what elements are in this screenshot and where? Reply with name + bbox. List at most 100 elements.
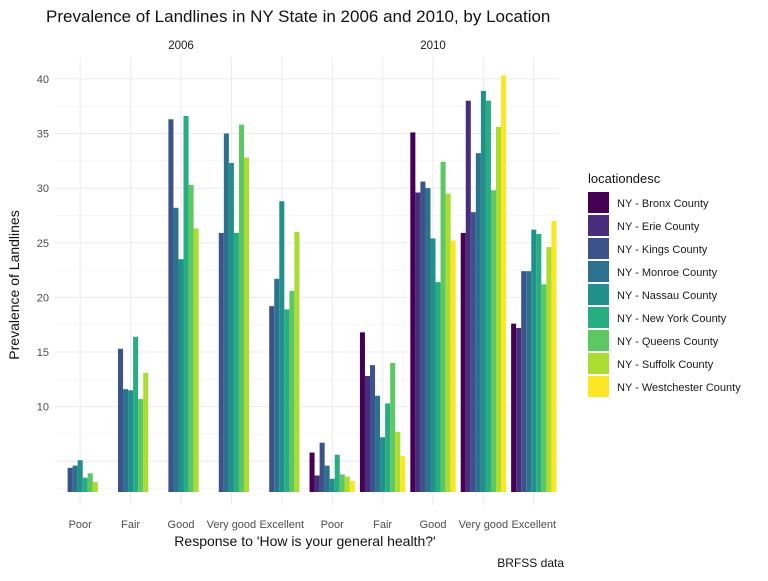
panel-strip-label: 2010 xyxy=(420,40,446,52)
chart-title: Prevalence of Landlines in NY State in 2… xyxy=(46,7,550,26)
bar xyxy=(128,390,134,492)
bar xyxy=(440,161,446,492)
panel-2006: 2006 Poor Fair Good Very good Excellent 10 15 20… xyxy=(37,40,307,531)
legend-swatch xyxy=(588,284,609,305)
bar xyxy=(324,465,330,492)
legend-swatch xyxy=(588,307,609,328)
bar xyxy=(501,75,507,492)
y-tick-label: 35 xyxy=(37,128,49,140)
bar xyxy=(67,467,73,492)
legend-item: NY - Westchester County xyxy=(588,376,741,397)
bar xyxy=(233,232,239,493)
bar xyxy=(359,332,365,492)
y-axis-label: Prevalence of Landlines xyxy=(6,210,22,359)
bar xyxy=(218,232,224,493)
bar xyxy=(375,395,381,492)
bar xyxy=(536,234,542,492)
bar xyxy=(92,482,98,492)
bar xyxy=(269,306,275,492)
legend-swatch xyxy=(588,215,609,236)
legend-swatch xyxy=(588,330,609,351)
bar xyxy=(526,271,532,492)
bar xyxy=(244,157,250,492)
bar xyxy=(284,309,290,492)
bar xyxy=(385,403,391,492)
bar xyxy=(279,201,285,493)
caption: BRFSS data xyxy=(497,556,564,570)
legend-item: NY - Nassau County xyxy=(588,284,718,305)
bar xyxy=(445,193,451,492)
x-tick-label: Very good xyxy=(459,519,509,531)
bar xyxy=(289,290,295,492)
bar xyxy=(294,231,300,492)
y-tick-label: 40 xyxy=(37,74,49,86)
bar xyxy=(228,162,234,493)
panel-2010: 2010 Poor Fair Good Very good Excellent xyxy=(307,40,559,531)
bar xyxy=(319,442,325,492)
bar xyxy=(223,133,229,493)
bar xyxy=(415,192,421,493)
legend-label: NY - Kings County xyxy=(617,244,708,256)
x-tick-label: Good xyxy=(168,519,195,531)
bar xyxy=(410,132,416,492)
legend-title: locationdesc xyxy=(588,171,661,186)
bar xyxy=(364,376,370,492)
bar xyxy=(546,247,552,492)
bar xyxy=(370,365,376,492)
legend-item: NY - Queens County xyxy=(588,330,719,351)
bar xyxy=(118,348,124,492)
x-tick-label: Very good xyxy=(207,519,257,531)
bar xyxy=(344,476,350,492)
legend-swatch xyxy=(588,353,609,374)
y-tick-label: 30 xyxy=(37,183,49,195)
bar xyxy=(77,460,83,492)
x-tick-label: Good xyxy=(420,519,447,531)
bar xyxy=(173,207,179,493)
bar xyxy=(193,228,199,493)
bar xyxy=(339,474,345,492)
legend-swatch xyxy=(588,238,609,259)
legend-item: NY - Bronx County xyxy=(588,192,709,213)
bar xyxy=(551,220,557,492)
legend-label: NY - Bronx County xyxy=(617,198,709,210)
bar xyxy=(400,455,406,492)
legend-item: NY - Kings County xyxy=(588,238,708,259)
bar xyxy=(183,116,189,492)
bar xyxy=(460,232,466,493)
legend-item: NY - Monroe County xyxy=(588,261,718,282)
bar xyxy=(178,259,184,492)
bar xyxy=(516,327,522,492)
bar xyxy=(430,238,436,492)
legend: locationdesc NY - Bronx County NY - Erie C… xyxy=(588,171,741,397)
y-tick-label: 25 xyxy=(37,238,49,250)
y-tick-label: 20 xyxy=(37,292,49,304)
bar xyxy=(475,153,481,492)
bar xyxy=(334,454,340,492)
bar xyxy=(480,90,486,493)
x-tick-label: Fair xyxy=(121,519,140,531)
x-axis-label: Response to 'How is your general health?… xyxy=(174,533,435,549)
bar xyxy=(82,477,88,492)
x-tick-label: Excellent xyxy=(259,519,304,531)
bar xyxy=(511,323,517,492)
bar xyxy=(309,452,315,492)
bar xyxy=(470,212,476,492)
bar xyxy=(238,124,244,492)
legend-label: NY - Westchester County xyxy=(617,382,741,394)
y-tick-label: 15 xyxy=(37,347,49,359)
bar xyxy=(380,437,386,492)
x-tick-label: Poor xyxy=(321,519,345,531)
bar xyxy=(133,336,139,492)
bar xyxy=(485,100,491,493)
legend-swatch xyxy=(588,261,609,282)
legend-item: NY - Erie County xyxy=(588,215,700,236)
bar xyxy=(349,480,355,492)
bar xyxy=(465,100,471,493)
bar xyxy=(188,184,194,492)
bar xyxy=(143,372,149,492)
bar xyxy=(490,190,496,492)
bar xyxy=(123,389,129,492)
legend-swatch xyxy=(588,376,609,397)
